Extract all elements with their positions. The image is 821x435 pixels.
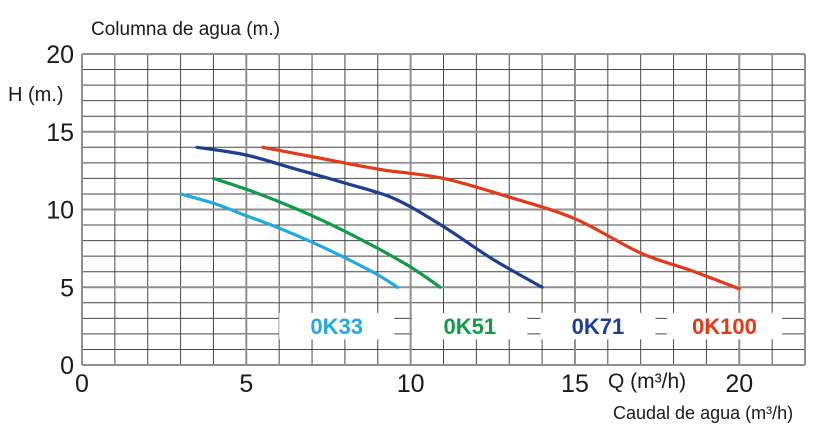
x-tick-label-15: 15 — [561, 370, 589, 398]
y-tick-label-10: 10 — [46, 197, 74, 225]
legend-label-0K71: 0K71 — [572, 314, 625, 339]
y-axis-label: H (m.) — [8, 84, 64, 106]
y-tick-label-15: 15 — [46, 119, 74, 147]
x-tick-label-20: 20 — [725, 370, 753, 398]
y-tick-label-5: 5 — [60, 274, 74, 302]
legend-box-0K71 — [540, 312, 656, 340]
legend-label-0K51: 0K51 — [443, 314, 496, 339]
y-tick-label-0: 0 — [60, 352, 74, 380]
y-tick-label-20: 20 — [46, 41, 74, 69]
chart-title: Columna de agua (m.) — [91, 19, 281, 40]
curve-0K33 — [178, 192, 400, 289]
legend-box-0K51 — [412, 312, 528, 340]
x-tick-label-0: 0 — [75, 370, 89, 398]
legend-label-0K100: 0K100 — [692, 314, 757, 339]
curve-0K71 — [195, 145, 544, 289]
legend-box-0K33 — [279, 312, 395, 340]
x-axis-label: Q (m³/h) — [608, 370, 687, 393]
x-tick-label-5: 5 — [239, 370, 253, 398]
x-tick-label-10: 10 — [397, 370, 425, 398]
legend-box-0K100 — [666, 312, 782, 340]
curve-0K100 — [261, 145, 741, 291]
x-axis-sublabel: Caudal de agua (m³/h) — [613, 403, 794, 423]
curve-0K51 — [211, 176, 442, 289]
legend-label-0K33: 0K33 — [310, 314, 363, 339]
